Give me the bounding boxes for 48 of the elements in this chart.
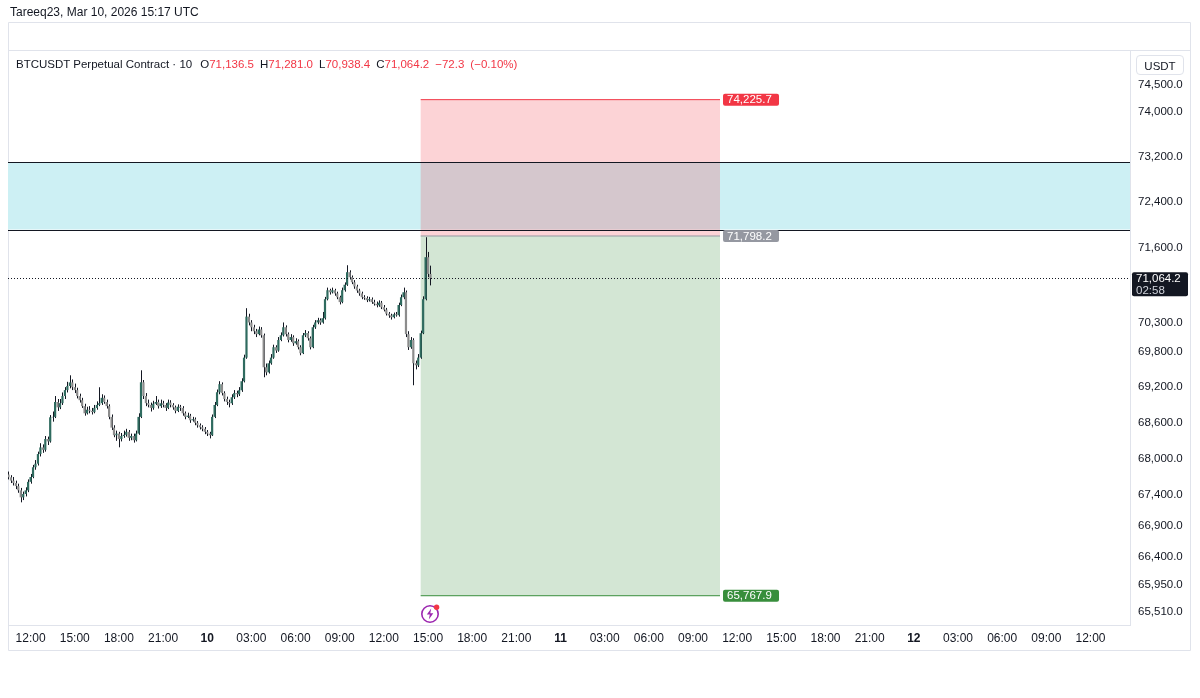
x-tick-label: 18:00 <box>457 630 488 645</box>
y-tick-label: 68,000.0 <box>1138 452 1183 465</box>
x-tick-label: 12:00 <box>368 630 400 645</box>
y-tick-label: 70,300.0 <box>1138 315 1183 328</box>
data-label: 65,767.9 <box>727 589 772 602</box>
x-tick-label: 03:00 <box>942 630 974 645</box>
y-tick-label: 66,900.0 <box>1138 518 1183 531</box>
x-tick-label: 09:00 <box>1031 630 1062 645</box>
x-tick-label: 12 <box>907 630 921 645</box>
x-tick-label: 15:00 <box>766 630 797 645</box>
y-tick-label: 72,400.0 <box>1138 194 1183 207</box>
y-tick-label: 65,950.0 <box>1138 577 1183 590</box>
x-tick-label: 03:00 <box>236 630 267 645</box>
text: O71,136.5 H71,281.0 L70,938.4 C71,064.2 −72.3 (−0.10%) <box>200 58 518 70</box>
y-tick-label: 71,600.0 <box>1138 240 1183 253</box>
x-tick-label: 06:00 <box>280 630 311 645</box>
y-tick-label: 69,800.0 <box>1138 344 1183 357</box>
x-tick-label: 09:00 <box>324 630 356 645</box>
x-tick-label: 10 <box>200 630 215 645</box>
y-tick-label: 66,400.0 <box>1138 549 1183 562</box>
y-tick-label: 65,510.0 <box>1138 605 1183 618</box>
x-tick-label: 21:00 <box>854 630 886 645</box>
x-tick-label: 18:00 <box>103 630 135 645</box>
y-tick-label: 69,200.0 <box>1138 380 1183 393</box>
y-tick-label: 74,000.0 <box>1138 105 1183 118</box>
x-tick-label: 12:00 <box>15 630 46 645</box>
y-tick-label: 67,400.0 <box>1138 488 1183 501</box>
text: Tareeq23, Mar 10, 2026 15:17 UTC <box>10 5 199 19</box>
y-axis-title: USDT <box>1136 55 1184 75</box>
x-tick-label: 11 <box>554 630 568 645</box>
data-label: 71,798.2 <box>727 229 772 242</box>
x-tick-label: 18:00 <box>810 630 841 645</box>
ref-line-label: 71,064.2 02:58 <box>1136 271 1181 296</box>
x-tick-label: 09:00 <box>678 630 709 645</box>
y-tick-label: 74,500.0 <box>1138 77 1183 90</box>
x-tick-label: 12:00 <box>1075 630 1106 645</box>
x-tick-label: 15:00 <box>59 630 91 645</box>
x-tick-label: 15:00 <box>413 630 444 645</box>
data-label: 74,225.7 <box>727 93 772 106</box>
y-tick-label: 68,600.0 <box>1138 416 1183 429</box>
x-tick-label: 06:00 <box>987 630 1018 645</box>
text: BTCUSDT Perpetual Contract · 10 <box>16 58 193 70</box>
y-tick-label: 73,200.0 <box>1138 149 1183 162</box>
x-tick-label: 21:00 <box>148 630 179 645</box>
x-tick-label: 03:00 <box>589 630 621 645</box>
x-tick-label: 21:00 <box>501 630 532 645</box>
x-tick-label: 12:00 <box>722 630 753 645</box>
x-tick-label: 06:00 <box>633 630 665 645</box>
